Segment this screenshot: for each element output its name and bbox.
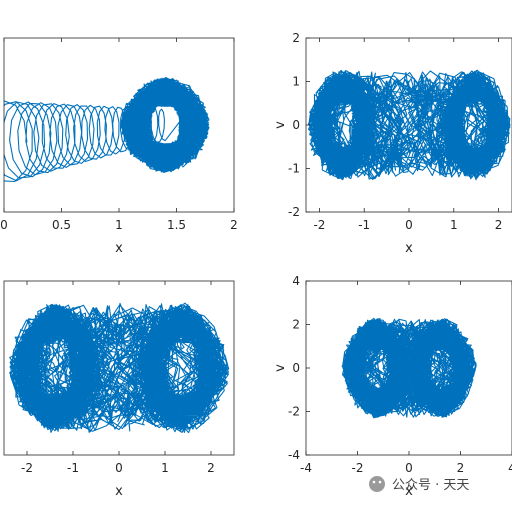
y-tick-label: 0	[292, 118, 300, 132]
x-tick-label: 2	[230, 218, 238, 232]
y-tick-label: -4	[288, 448, 300, 462]
y-tick-label: 0	[292, 361, 300, 375]
subplot-1: 0 0.5 1 1.5 2 x	[0, 37, 238, 256]
subplot-4: -4 -2 0 2 4 4 2 0 -2 -4 x v	[273, 274, 512, 499]
y-axis-label: v	[273, 364, 288, 372]
x-tick-label: 0	[115, 461, 123, 475]
wechat-icon-eye-left	[372, 480, 376, 484]
x-tick-label: 2	[457, 461, 465, 475]
x-tick-label: 4	[508, 461, 512, 475]
y-axis-label: v	[273, 121, 288, 129]
y-tick-label: -1	[288, 162, 300, 176]
x-tick-label: -2	[21, 461, 33, 475]
x-tick-label: -2	[313, 218, 325, 232]
y-tick-label: 2	[292, 318, 300, 332]
x-tick-label: 2	[207, 461, 215, 475]
x-tick-label: 0	[405, 218, 413, 232]
watermark: 公众号 · 天天	[369, 476, 469, 493]
x-tick-label: 0	[0, 218, 8, 232]
y-tick-label: 1	[292, 75, 300, 89]
y-tick-label: -2	[288, 405, 300, 419]
phase-trajectory	[9, 302, 230, 434]
y-tick-label: 4	[292, 274, 300, 288]
y-tick-label: -2	[288, 205, 300, 219]
x-tick-label: 1	[450, 218, 458, 232]
x-axis-label: x	[115, 241, 123, 256]
x-axis-label: x	[115, 484, 123, 499]
subplot-2: -2 -1 0 1 2 2 1 0 -1 -2 x v	[273, 31, 512, 256]
wechat-icon-eye-right	[378, 480, 382, 484]
x-tick-label: 1	[161, 461, 169, 475]
x-tick-label: -1	[358, 218, 370, 232]
phase-trajectory	[341, 317, 477, 419]
phase-trajectory	[307, 69, 511, 181]
x-tick-label: -4	[300, 461, 312, 475]
phase-trajectory	[4, 77, 210, 183]
y-tick-label: 2	[292, 31, 300, 45]
x-tick-label: -2	[352, 461, 364, 475]
x-tick-label: 0.5	[52, 218, 71, 232]
x-tick-label: 1	[115, 218, 123, 232]
x-tick-label: 1.5	[167, 218, 186, 232]
x-axis-label: x	[405, 241, 413, 256]
watermark-text: 公众号 · 天天	[392, 478, 469, 493]
x-tick-label: -1	[67, 461, 79, 475]
x-tick-label: 2	[495, 218, 503, 232]
subplot-3: -2 -1 0 1 2 x	[3, 280, 235, 499]
x-tick-label: 0	[405, 461, 413, 475]
wechat-icon	[369, 476, 385, 492]
x-axis-label: x	[405, 484, 413, 499]
